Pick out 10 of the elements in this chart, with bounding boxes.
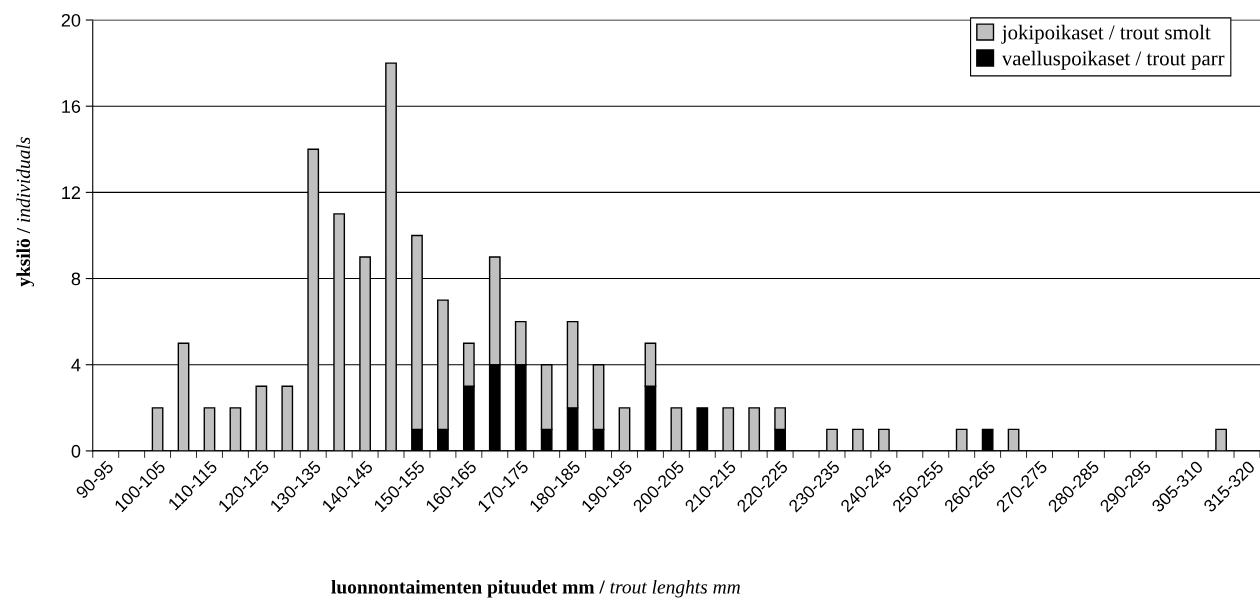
y-tick-label: 16	[62, 100, 81, 113]
y-axis-title: yksilö / individuals	[16, 137, 35, 287]
y-tick-label: 0	[71, 444, 81, 458]
legend-label: jokipoikaset / trout smolt	[1001, 24, 1211, 44]
y-tick-label: 20	[61, 13, 81, 27]
legend-label: vaelluspoikaset / trout parr	[1001, 50, 1225, 70]
y-tick-label: 12	[62, 186, 81, 199]
x-axis-title: luonnontaimenten pituudet mm / trout lenghts mm	[331, 579, 740, 598]
y-tick-label: 4	[71, 358, 81, 372]
y-tick-label: 8	[71, 272, 81, 286]
